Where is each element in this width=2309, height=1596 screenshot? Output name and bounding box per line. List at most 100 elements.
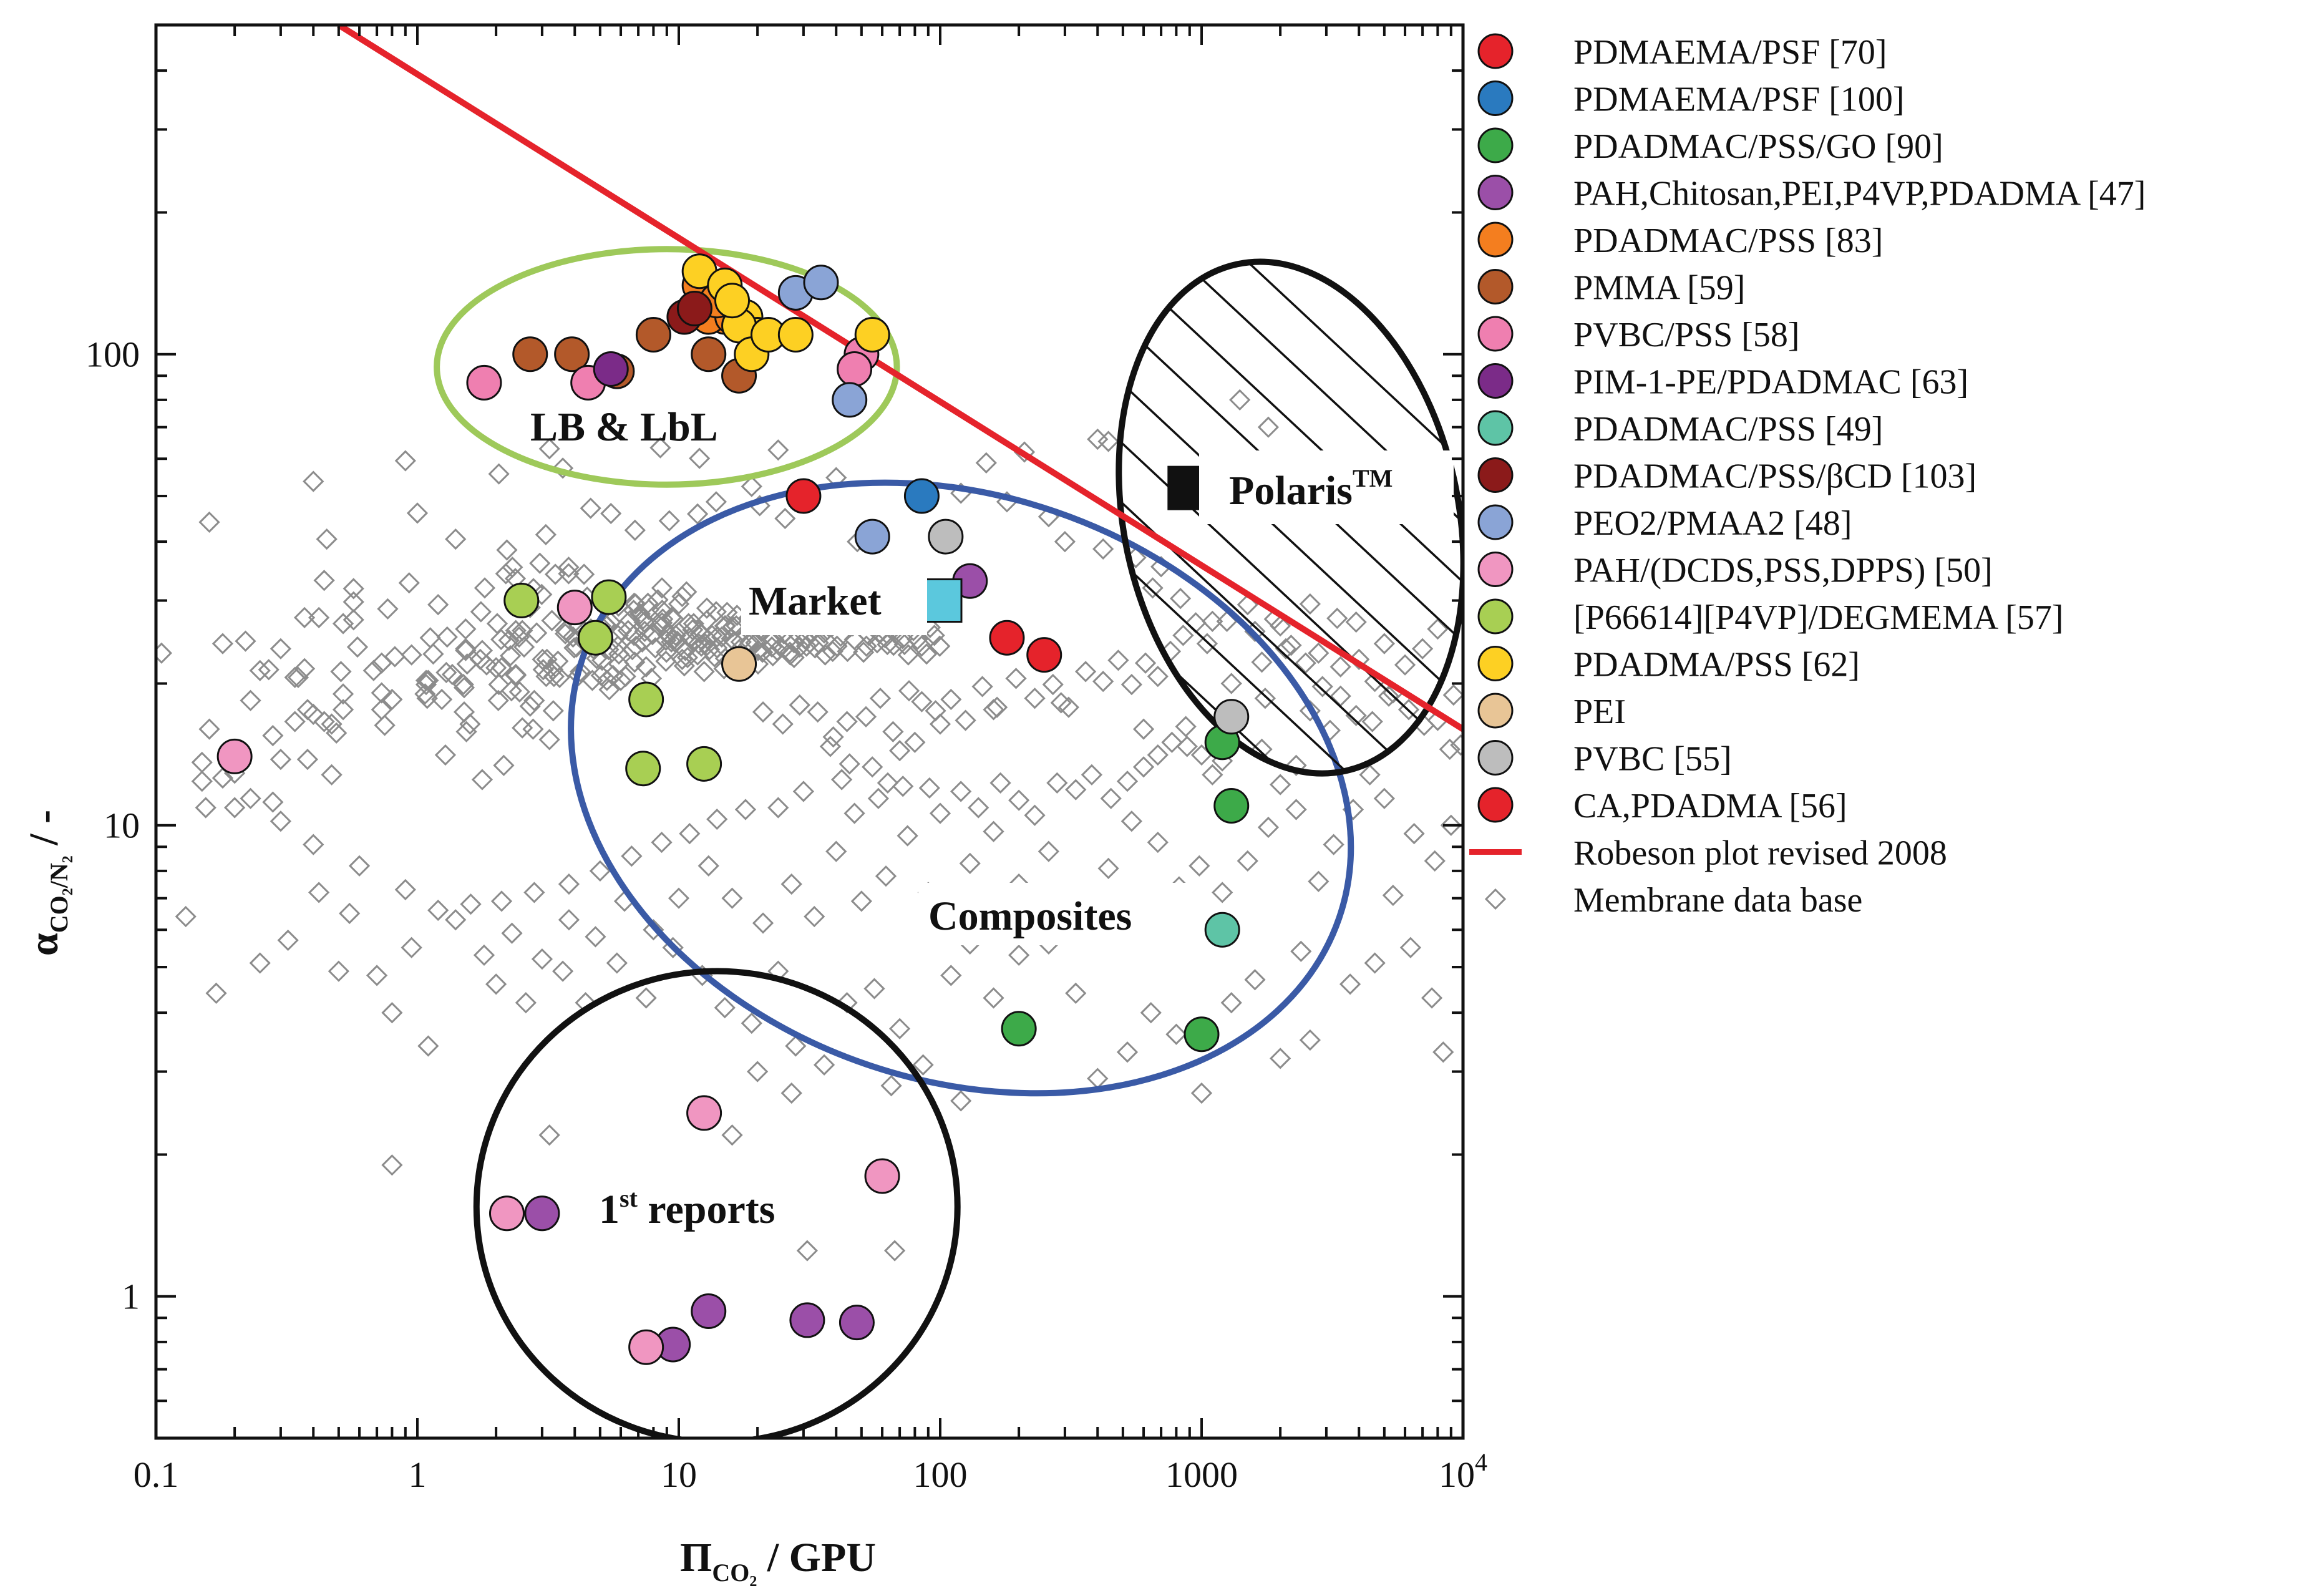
database-point bbox=[875, 865, 897, 887]
first-superscript: st bbox=[620, 1184, 638, 1212]
database-point bbox=[496, 539, 518, 561]
database-point bbox=[1202, 764, 1223, 786]
database-point bbox=[1399, 937, 1422, 958]
label-first-reports: 1st reports bbox=[599, 1184, 775, 1232]
database-point bbox=[552, 457, 574, 479]
series-13-point bbox=[625, 751, 661, 787]
database-point bbox=[455, 721, 477, 742]
database-point bbox=[1220, 992, 1242, 1014]
database-point bbox=[621, 845, 643, 867]
database-point bbox=[441, 663, 464, 686]
database-point bbox=[381, 1154, 403, 1176]
series-10-point bbox=[676, 291, 712, 327]
database-point bbox=[1081, 764, 1103, 786]
database-point bbox=[175, 905, 197, 928]
series-6-point bbox=[512, 336, 548, 372]
database-point bbox=[877, 772, 899, 794]
database-point bbox=[240, 787, 261, 809]
legend-label: PAH/(DCDS,PSS,DPPS) [50] bbox=[1573, 552, 1993, 590]
database-point bbox=[1140, 1002, 1162, 1024]
database-point bbox=[490, 657, 513, 679]
database-point bbox=[959, 852, 981, 874]
database-point bbox=[1024, 688, 1046, 709]
legend-label: PDMAEMA/PSF [70] bbox=[1573, 33, 1887, 72]
database-point bbox=[1270, 774, 1291, 796]
database-point bbox=[843, 802, 865, 824]
x-axis-rest: / GPU bbox=[757, 1535, 876, 1580]
database-point bbox=[362, 659, 384, 681]
database-point bbox=[377, 598, 399, 620]
legend-label: PEO2/PMAA2 [48] bbox=[1573, 504, 1852, 543]
database-point bbox=[699, 639, 721, 661]
y-axis-title: αCO₂/N₂ / - bbox=[21, 810, 73, 956]
database-point bbox=[240, 689, 261, 711]
database-point bbox=[916, 643, 938, 665]
x-tick-label: 0.1 bbox=[134, 1454, 179, 1495]
database-point bbox=[950, 781, 972, 802]
database-point bbox=[855, 706, 877, 727]
database-point bbox=[1442, 684, 1463, 706]
database-point bbox=[570, 661, 591, 683]
database-point bbox=[671, 585, 693, 608]
database-point bbox=[487, 689, 509, 711]
database-point bbox=[486, 613, 508, 635]
database-point bbox=[293, 606, 316, 628]
database-point bbox=[617, 620, 639, 641]
legend-label: PDADMA/PSS [62] bbox=[1573, 646, 1860, 684]
y-tick-label: 1 bbox=[122, 1277, 140, 1317]
database-point bbox=[698, 855, 719, 877]
database-point bbox=[721, 1124, 743, 1146]
database-point bbox=[538, 438, 560, 460]
y-tick-label: 100 bbox=[85, 334, 140, 375]
legend-label: PVBC/PSS [58] bbox=[1573, 316, 1800, 354]
database-point bbox=[313, 711, 335, 732]
series-13-point bbox=[686, 746, 722, 782]
database-point bbox=[505, 663, 527, 686]
database-point bbox=[1065, 982, 1087, 1005]
database-point bbox=[401, 644, 422, 666]
database-point bbox=[1339, 973, 1361, 995]
database-point bbox=[986, 696, 1008, 718]
database-point bbox=[262, 791, 284, 813]
database-point bbox=[863, 978, 885, 1000]
database-point bbox=[882, 721, 904, 742]
database-point bbox=[904, 731, 926, 753]
robeson-line-layer bbox=[337, 25, 1463, 732]
database-point bbox=[734, 799, 757, 820]
database-point bbox=[398, 572, 420, 594]
first-rest: reports bbox=[638, 1187, 775, 1232]
database-point bbox=[321, 764, 343, 786]
database-point bbox=[836, 711, 858, 732]
database-point bbox=[625, 635, 647, 657]
database-point bbox=[1042, 673, 1064, 696]
database-point bbox=[1092, 671, 1114, 693]
database-point bbox=[950, 1090, 972, 1112]
legend-label: CA,PDADMA [56] bbox=[1573, 787, 1847, 825]
database-point bbox=[880, 1074, 902, 1097]
database-point bbox=[308, 882, 330, 903]
series-17-point bbox=[1026, 637, 1062, 673]
x-axis-sub: CO₂ bbox=[712, 1559, 757, 1587]
database-point bbox=[686, 503, 709, 525]
series-7-point bbox=[466, 364, 502, 401]
series-6-point bbox=[691, 336, 727, 372]
database-point bbox=[452, 673, 474, 696]
database-point bbox=[434, 744, 457, 766]
database-point bbox=[473, 944, 495, 966]
series-4-point bbox=[789, 1302, 825, 1338]
database-point bbox=[1116, 771, 1139, 792]
label-composites: Composites bbox=[928, 893, 1132, 939]
database-point bbox=[348, 855, 371, 877]
database-point bbox=[284, 711, 306, 732]
database-point bbox=[767, 439, 789, 461]
legend-marker bbox=[1477, 33, 1514, 69]
database-point bbox=[615, 666, 636, 688]
database-point bbox=[983, 987, 1004, 1009]
legend-label: Membrane data base bbox=[1573, 881, 1862, 920]
database-point bbox=[752, 701, 774, 723]
database-point bbox=[415, 669, 437, 691]
database-point bbox=[983, 820, 1004, 842]
database-point bbox=[884, 1240, 906, 1262]
database-point bbox=[332, 683, 354, 705]
database-point bbox=[321, 713, 343, 735]
